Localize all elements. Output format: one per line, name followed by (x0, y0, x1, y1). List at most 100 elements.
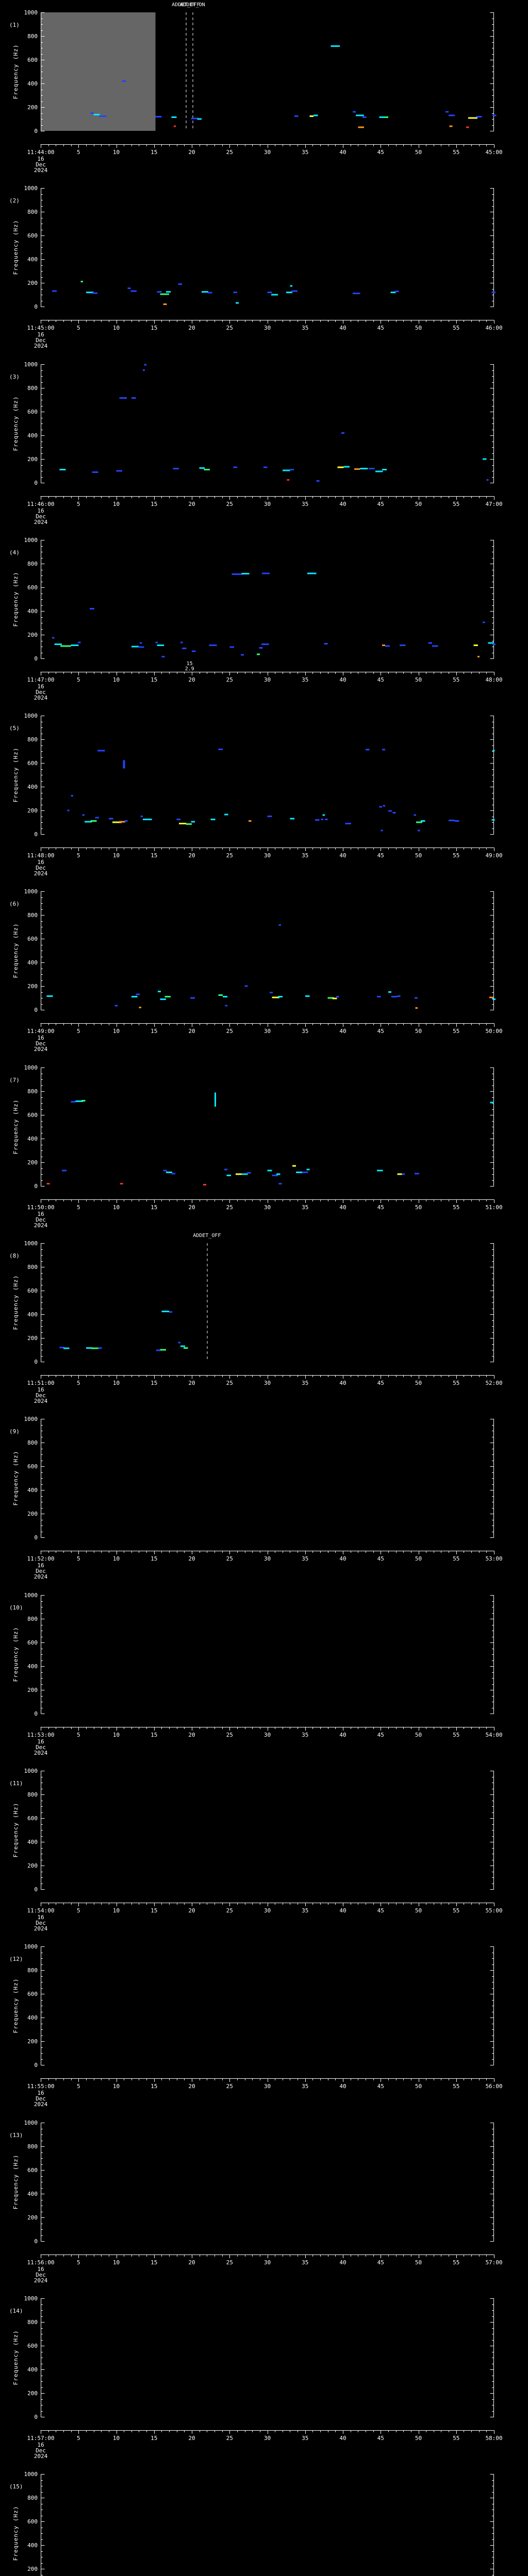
x-tick-label: 40 (339, 1204, 346, 1211)
x-tick-label: 50 (415, 1028, 422, 1035)
x-end-time-label: 56:00 (485, 2083, 502, 2090)
detection-mark (305, 995, 310, 997)
x-tick-label: 30 (264, 1028, 271, 1035)
x-tick-label: 5 (77, 1380, 80, 1386)
axes (40, 2123, 494, 2255)
detection-mark (327, 997, 334, 999)
y-tick-label: 200 (27, 456, 38, 463)
detection-mark (473, 645, 478, 647)
detection-mark (278, 996, 283, 998)
x-start-time-label: 11:57:00 (27, 2435, 55, 2442)
y-tick-label: 200 (27, 1687, 38, 1693)
date-label: 2024 (34, 1573, 48, 1580)
spectrogram-panel-9: (9) Frequency (Hz) 0 200 400 600 800 1000 11:52:… (0, 1406, 528, 1583)
detection-mark (223, 996, 227, 998)
x-tick-label: 35 (302, 1204, 308, 1211)
y-tick-label: 1000 (24, 1943, 38, 1950)
detection-mark (477, 656, 480, 658)
detection-mark (263, 466, 268, 468)
y-axis-title: Frequency (Hz) (12, 923, 19, 978)
x-tick-label: 40 (339, 1028, 346, 1035)
y-tick-label: 0 (34, 2238, 38, 2245)
x-tick-label: 5 (77, 1204, 80, 1211)
y-tick-label: 0 (34, 128, 38, 134)
detection-mark (124, 820, 128, 822)
x-tick-label: 10 (113, 1555, 120, 1562)
spectrogram-panel-8: (8) Frequency (Hz) 0 200 400 600 800 1000 11:51:… (0, 1231, 528, 1407)
x-tick-label: 20 (188, 2259, 195, 2266)
x-tick-label: 40 (339, 1732, 346, 1738)
spectrogram-panel-15: (15)Frequency (Hz)0200400600800100011:58… (0, 2462, 528, 2576)
y-tick-label: 400 (27, 432, 38, 439)
y-axis-ticks (41, 1595, 494, 1714)
x-tick-label: 50 (415, 1380, 422, 1386)
x-tick-label: 35 (302, 676, 308, 683)
x-tick-label: 50 (415, 1204, 422, 1211)
detection-mark (246, 1172, 251, 1174)
detection-mark (46, 1182, 50, 1184)
detection-mark (97, 750, 105, 752)
x-tick-label: 25 (226, 2259, 233, 2266)
y-tick-label: 1000 (24, 2471, 38, 2478)
x-start-time-label: 11:51:00 (27, 1380, 55, 1386)
x-tick-label: 5 (77, 149, 80, 156)
detection-mark (376, 1170, 383, 1172)
detection-mark (492, 750, 495, 752)
x-tick-label: 35 (302, 1380, 308, 1386)
x-axis-ticks (41, 1199, 494, 1203)
x-tick-label: 15 (151, 1907, 157, 1914)
x-start-time-label: 11:49:00 (27, 1028, 55, 1035)
panel-canvas-15: (15)Frequency (Hz)0200400600800100011:58… (9, 2471, 494, 2576)
detection-mark (309, 115, 314, 117)
y-tick-label: 600 (27, 1463, 38, 1470)
detection-mark (336, 996, 339, 998)
detection-mark (353, 111, 356, 113)
x-tick-label: 15 (151, 1555, 157, 1562)
y-tick-label: 600 (27, 584, 38, 591)
panel-canvas-6: (6) Frequency (Hz) 0 200 400 600 800 1000 11:49:… (9, 888, 503, 1053)
panel-canvas-8: (8) Frequency (Hz) 0 200 400 600 800 1000 11:51:… (9, 1233, 503, 1404)
y-axis-ticks (41, 891, 494, 1010)
x-tick-label: 30 (264, 1732, 271, 1738)
x-end-time-label: 51:00 (485, 1204, 502, 1211)
panel-text: (10) Frequency (Hz) 0 200 400 600 800 1000 11:53… (9, 1592, 503, 1756)
axes (40, 891, 494, 1024)
panel-canvas-5: (5) Frequency (Hz) 0 200 400 600 800 1000 11:48:… (9, 713, 503, 877)
detection-score-annotation: 2.9 (185, 666, 194, 672)
x-tick-label: 40 (339, 2259, 346, 2266)
date-label: 2024 (34, 694, 48, 701)
x-tick-label: 35 (302, 1732, 308, 1738)
event-annotation: ADDET_OFF (193, 1233, 221, 1239)
date-label: Dec (36, 1744, 46, 1751)
date-label: 16 (37, 1738, 44, 1745)
y-tick-label: 1000 (24, 888, 38, 895)
detection-mark (171, 116, 177, 118)
detection-mark (232, 573, 243, 575)
x-tick-label: 25 (226, 501, 233, 507)
y-tick-label: 800 (27, 1791, 38, 1798)
date-label: Dec (36, 1568, 46, 1574)
date-label: 2024 (34, 343, 48, 349)
x-tick-label: 20 (188, 1380, 195, 1386)
detection-mark (160, 998, 167, 1000)
panel-number-label: (14) (9, 2308, 23, 2314)
y-axis-ticks (41, 2298, 494, 2417)
detection-mark (278, 1182, 282, 1184)
detection-mark (90, 820, 97, 822)
axes (40, 1419, 494, 1551)
y-axis-ticks (41, 12, 494, 131)
x-tick-label: 15 (151, 2259, 157, 2266)
detection-mark (315, 819, 320, 821)
panel-text: (1) Frequency (Hz) 0 200 400 600 800 1000 11:44:… (9, 2, 503, 174)
detection-mark (397, 1173, 402, 1175)
missing-data-masks (41, 12, 156, 131)
y-axis-title: Frequency (Hz) (12, 1803, 19, 1858)
x-tick-label: 25 (226, 1732, 233, 1738)
y-tick-label: 0 (34, 2414, 38, 2420)
x-tick-label: 50 (415, 2259, 422, 2266)
x-tick-label: 25 (226, 2435, 233, 2442)
x-axis-ticks (41, 2255, 494, 2258)
detection-mark (144, 364, 147, 366)
x-tick-label: 20 (188, 1555, 195, 1562)
y-axis-ticks (41, 2123, 494, 2242)
